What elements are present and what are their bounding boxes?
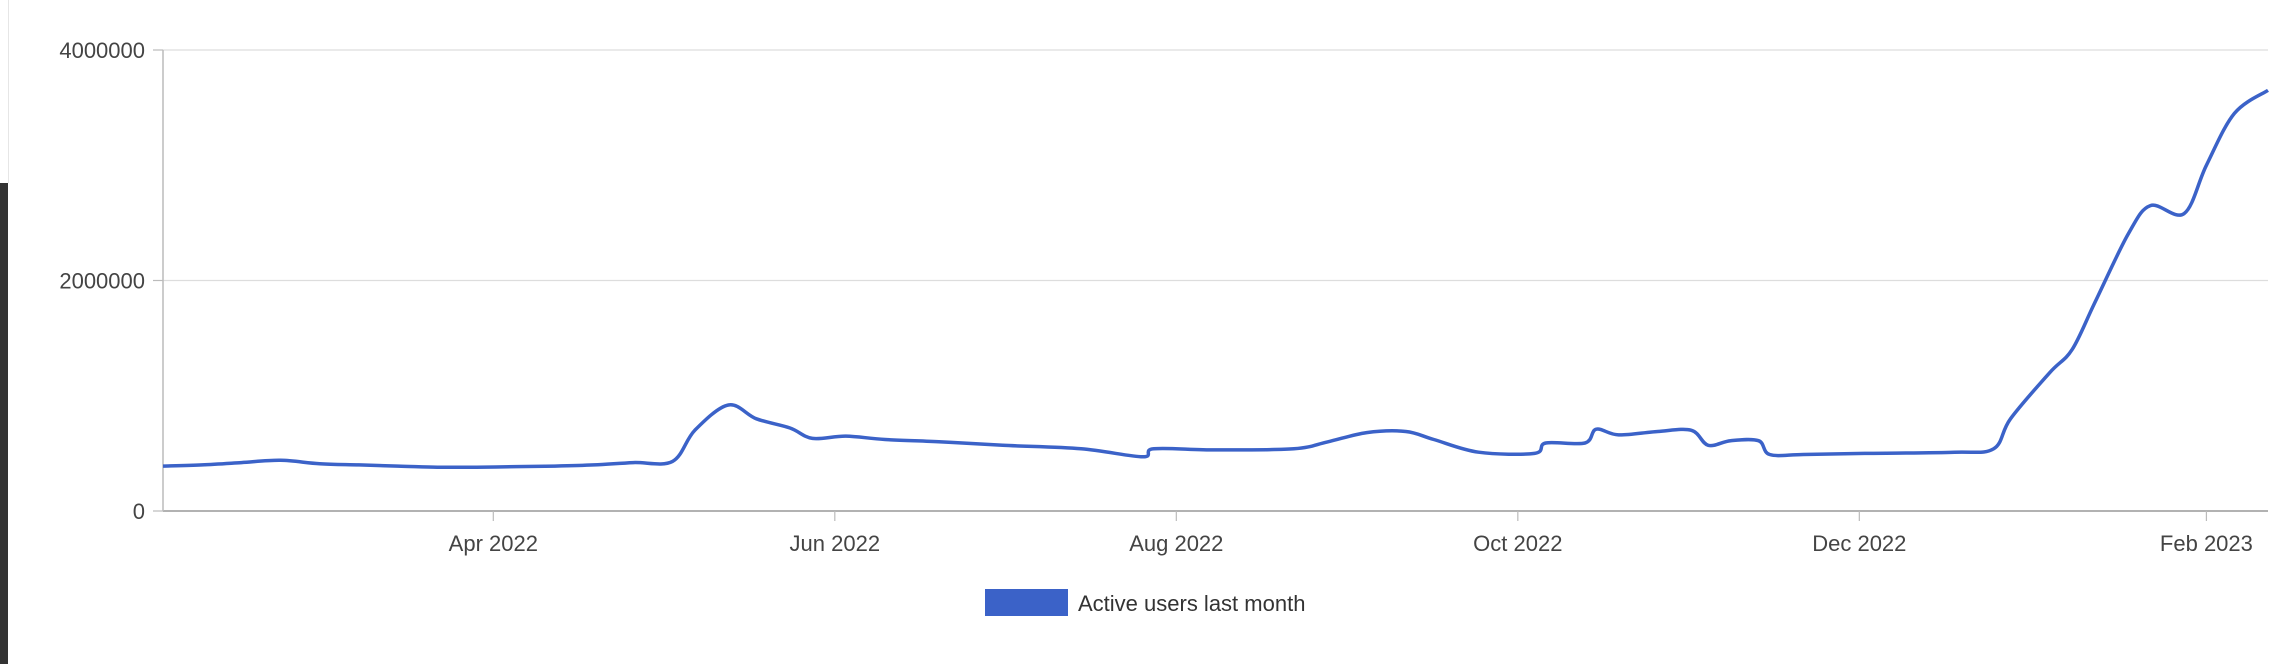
series-line xyxy=(162,88,2269,470)
x-axis-ticks: Apr 2022 Jun 2022 Aug 2022 Oct 2022 Dec 2022… xyxy=(449,511,2253,556)
x-tick-label: Jun 2022 xyxy=(790,531,881,556)
y-tick-label: 4000000 xyxy=(59,38,145,63)
legend-label[interactable]: Active users last month xyxy=(1078,591,1305,616)
x-tick-label: Apr 2022 xyxy=(449,531,538,556)
x-tick-label: Feb 2023 xyxy=(2160,531,2253,556)
y-tick-label: 0 xyxy=(133,499,145,524)
left-edge-line xyxy=(8,0,9,183)
legend[interactable]: Active users last month xyxy=(985,589,1305,616)
x-tick-label: Oct 2022 xyxy=(1473,531,1562,556)
series-group xyxy=(162,88,2269,470)
left-edge-bar xyxy=(0,183,8,664)
legend-swatch[interactable] xyxy=(985,589,1068,616)
x-tick-label: Dec 2022 xyxy=(1812,531,1906,556)
y-tick-label: 2000000 xyxy=(59,269,145,294)
grid-lines xyxy=(163,49,2268,282)
x-tick-label: Aug 2022 xyxy=(1129,531,1223,556)
y-axis-ticks: 0 2000000 4000000 xyxy=(59,38,163,524)
